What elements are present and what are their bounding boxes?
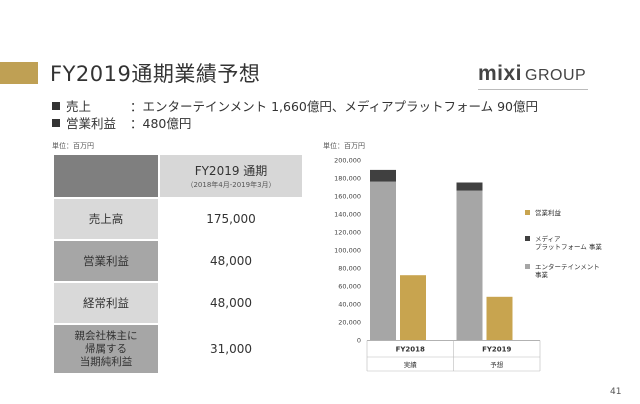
row-value: 48,000 xyxy=(158,239,304,283)
bullet-square-icon xyxy=(52,118,60,127)
bullet-text: ：エンターテインメント 1,660億円、メディアプラットフォーム 90億円 xyxy=(130,99,539,114)
bullet-operating-profit: 営業利益 ：480億円 xyxy=(52,114,538,131)
slide-title: FY2019通期業績予想 xyxy=(50,62,261,86)
company-logo: mixi GROUP xyxy=(478,62,586,86)
table-row: 親会社株主に 帰属する 当期純利益 31,000 xyxy=(52,323,304,375)
legend-swatch xyxy=(525,210,530,215)
y-tick-label: 180,000 xyxy=(334,175,361,183)
stacked-bar-segment xyxy=(370,181,396,340)
bullet-sales: 売上 ：エンターテインメント 1,660億円、メディアプラットフォーム 90億円 xyxy=(52,97,538,114)
legend-swatch xyxy=(525,236,530,241)
table-unit-label: 単位：百万円 xyxy=(52,142,94,150)
bullet-label: 売上 xyxy=(66,99,92,114)
y-tick-label: 80,000 xyxy=(338,265,361,273)
operating-profit-bar xyxy=(400,275,426,340)
row-label: 経常利益 xyxy=(52,281,160,325)
operating-profit-bar xyxy=(486,296,513,340)
stacked-bar-segment xyxy=(456,182,483,191)
logo-group: GROUP xyxy=(525,67,587,84)
bullet-square-icon xyxy=(52,101,60,110)
legend-swatch xyxy=(525,264,530,269)
row-label: 親会社株主に 帰属する 当期純利益 xyxy=(52,323,160,375)
chart-unit-label: 単位：百万円 xyxy=(323,142,365,150)
bullet-label: 営業利益 xyxy=(66,116,117,131)
legend-label: エンターテインメント xyxy=(535,262,600,271)
table-header-title: FY2019 通期 xyxy=(194,164,268,178)
table-header-row: FY2019 通期 （2018年4月-2019年3月） xyxy=(52,153,304,199)
legend-label: メディア xyxy=(535,234,561,243)
stacked-bar-segment xyxy=(370,169,396,182)
y-tick-label: 60,000 xyxy=(338,283,361,291)
row-value: 175,000 xyxy=(158,197,304,241)
y-tick-label: 0 xyxy=(357,337,361,345)
bullet-text: ：480億円 xyxy=(130,116,192,131)
y-tick-label: 100,000 xyxy=(334,247,361,255)
legend-label: 事業 xyxy=(535,270,549,279)
row-value: 31,000 xyxy=(158,323,304,375)
row-value: 48,000 xyxy=(158,281,304,325)
y-tick-label: 20,000 xyxy=(338,319,361,327)
legend-label: プラットフォーム 事業 xyxy=(535,242,602,251)
x-category-label: FY2018 xyxy=(396,346,425,354)
table-row: 経常利益 48,000 xyxy=(52,281,304,325)
title-accent-bar xyxy=(0,62,38,84)
row-label: 営業利益 xyxy=(52,239,160,283)
table-row: 売上高 175,000 xyxy=(52,197,304,241)
logo-mixi: mixi xyxy=(478,62,523,85)
summary-bullets: 売上 ：エンターテインメント 1,660億円、メディアプラットフォーム 90億円… xyxy=(52,97,538,131)
table-corner-cell xyxy=(52,153,160,199)
y-tick-label: 40,000 xyxy=(338,301,361,309)
table-row: 営業利益 48,000 xyxy=(52,239,304,283)
legend-label: 営業利益 xyxy=(535,208,562,217)
y-tick-label: 160,000 xyxy=(334,193,361,201)
row-label: 売上高 xyxy=(52,197,160,241)
row-label-line: 帰属する xyxy=(85,342,127,355)
logo-underline xyxy=(478,89,588,90)
table-header-cell: FY2019 通期 （2018年4月-2019年3月） xyxy=(158,153,304,199)
x-category-label: FY2019 xyxy=(482,346,511,354)
y-tick-label: 140,000 xyxy=(334,211,361,219)
table-header-subtitle: （2018年4月-2019年3月） xyxy=(186,181,276,189)
stacked-bar-segment xyxy=(456,190,483,340)
row-label-line: 当期純利益 xyxy=(79,355,133,368)
row-label-line: 親会社株主に xyxy=(74,329,138,342)
page-number: 41 xyxy=(610,387,622,397)
y-tick-label: 200,000 xyxy=(334,157,361,165)
x-category-sublabel: 実績 xyxy=(404,360,418,369)
x-category-sublabel: 予想 xyxy=(490,360,504,369)
y-tick-label: 120,000 xyxy=(334,229,361,237)
forecast-table: FY2019 通期 （2018年4月-2019年3月） 売上高 175,000 … xyxy=(52,153,304,375)
